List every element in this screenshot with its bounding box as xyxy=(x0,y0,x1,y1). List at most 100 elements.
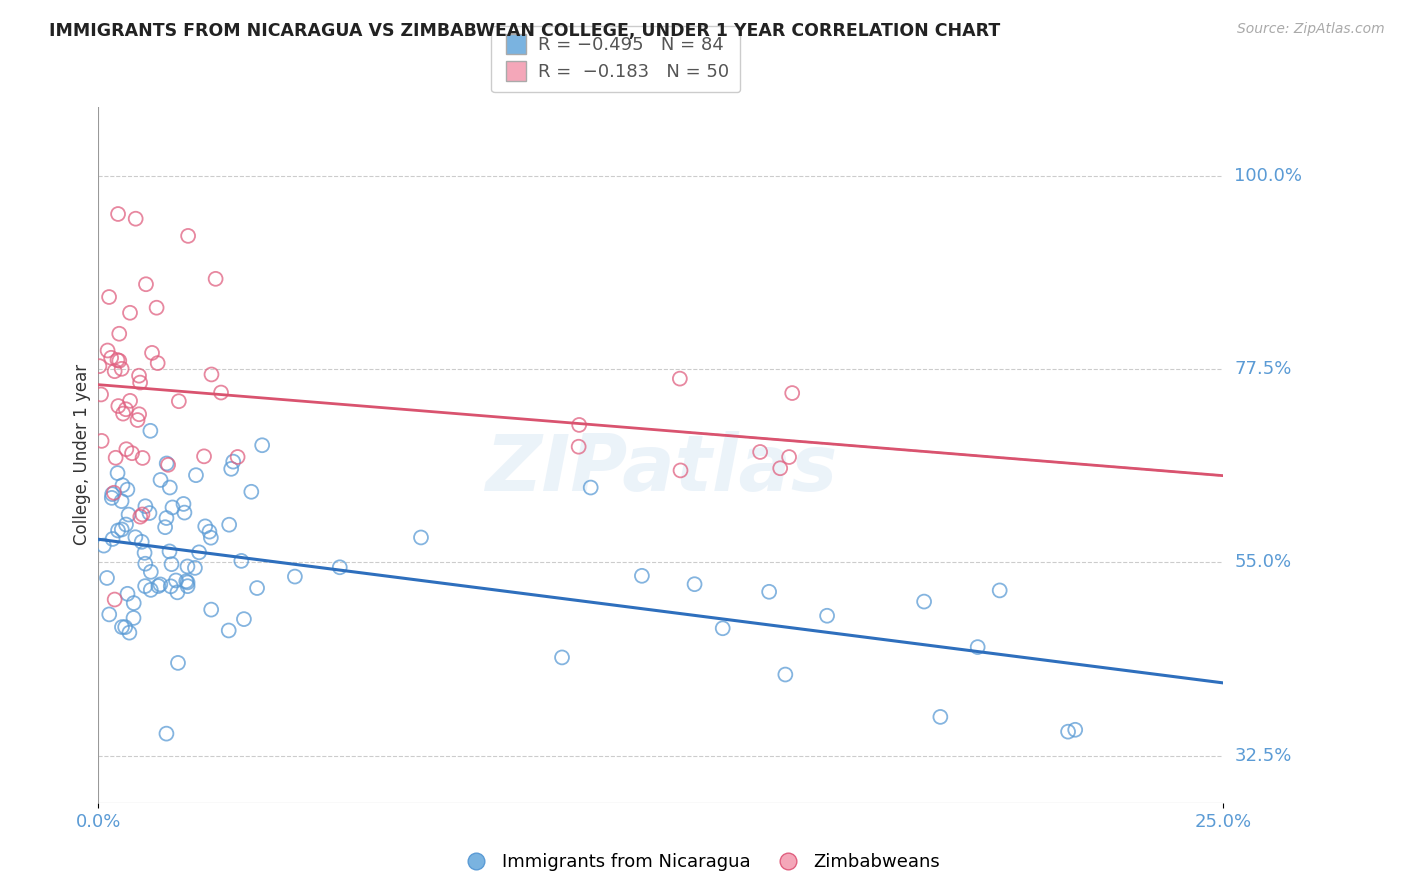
Point xyxy=(124,211,146,226)
Point xyxy=(131,534,153,549)
Point xyxy=(219,462,242,476)
Text: 55.0%: 55.0% xyxy=(1234,553,1292,571)
Point xyxy=(134,500,156,514)
Point xyxy=(111,361,134,376)
Point xyxy=(97,343,120,358)
Point xyxy=(157,458,180,472)
Point xyxy=(104,450,127,465)
Point xyxy=(780,386,803,401)
Point xyxy=(107,207,129,221)
Point xyxy=(815,608,838,623)
Point xyxy=(173,506,195,520)
Point xyxy=(101,532,124,546)
Point xyxy=(568,417,591,432)
Text: IMMIGRANTS FROM NICARAGUA VS ZIMBABWEAN COLLEGE, UNDER 1 YEAR CORRELATION CHART: IMMIGRANTS FROM NICARAGUA VS ZIMBABWEAN … xyxy=(49,22,1001,40)
Point xyxy=(111,478,134,492)
Point xyxy=(209,385,232,400)
Point xyxy=(160,557,183,571)
Point xyxy=(250,438,273,452)
Legend: Immigrants from Nicaragua, Zimbabweans: Immigrants from Nicaragua, Zimbabweans xyxy=(458,847,948,879)
Point xyxy=(149,473,172,487)
Point xyxy=(240,484,263,499)
Point xyxy=(165,574,187,588)
Point xyxy=(107,399,129,413)
Point xyxy=(107,466,129,480)
Point xyxy=(141,346,163,360)
Point xyxy=(177,228,200,243)
Point xyxy=(111,523,134,537)
Point xyxy=(284,569,307,583)
Point xyxy=(149,577,172,591)
Point xyxy=(104,364,127,378)
Point xyxy=(1064,723,1087,737)
Point xyxy=(155,511,177,525)
Point xyxy=(117,483,139,497)
Point xyxy=(139,424,162,438)
Point xyxy=(118,306,141,320)
Point xyxy=(148,579,170,593)
Text: Source: ZipAtlas.com: Source: ZipAtlas.com xyxy=(1237,22,1385,37)
Point xyxy=(156,457,179,471)
Point xyxy=(90,387,112,401)
Point xyxy=(104,592,127,607)
Point xyxy=(775,667,797,681)
Point xyxy=(568,440,591,454)
Point xyxy=(117,508,139,522)
Point xyxy=(188,545,211,559)
Point xyxy=(167,394,190,409)
Point xyxy=(129,509,152,524)
Point xyxy=(173,497,195,511)
Point xyxy=(232,612,254,626)
Point xyxy=(139,565,162,579)
Point xyxy=(118,625,141,640)
Point xyxy=(108,326,131,341)
Point xyxy=(749,445,772,459)
Point xyxy=(579,481,602,495)
Point xyxy=(131,508,153,522)
Point xyxy=(145,301,167,315)
Point xyxy=(90,434,112,448)
Point xyxy=(193,450,215,464)
Point xyxy=(114,620,136,634)
Text: 100.0%: 100.0% xyxy=(1234,167,1302,185)
Point xyxy=(200,368,222,382)
Point xyxy=(159,579,181,593)
Point xyxy=(101,487,124,501)
Point xyxy=(162,500,184,515)
Point xyxy=(194,519,217,533)
Point xyxy=(912,594,935,608)
Point xyxy=(122,611,145,625)
Text: 32.5%: 32.5% xyxy=(1234,747,1292,764)
Text: ZIPatlas: ZIPatlas xyxy=(485,431,837,507)
Point xyxy=(115,442,138,457)
Point xyxy=(129,376,152,390)
Legend: R = −0.495   N = 84, R =  −0.183   N = 50: R = −0.495 N = 84, R = −0.183 N = 50 xyxy=(491,26,741,92)
Point xyxy=(758,584,780,599)
Point xyxy=(122,596,145,610)
Point xyxy=(204,272,226,286)
Point xyxy=(166,585,188,599)
Point xyxy=(246,581,269,595)
Point xyxy=(184,561,207,575)
Point xyxy=(222,455,245,469)
Point xyxy=(111,620,134,634)
Point xyxy=(120,393,142,408)
Point xyxy=(98,607,121,622)
Point xyxy=(89,359,111,373)
Point xyxy=(200,602,222,616)
Point xyxy=(231,554,253,568)
Point xyxy=(329,560,352,574)
Point xyxy=(108,353,131,368)
Point xyxy=(218,517,240,532)
Point xyxy=(778,450,800,464)
Point xyxy=(988,583,1011,598)
Point xyxy=(121,446,143,460)
Point xyxy=(159,544,181,558)
Point xyxy=(669,371,692,385)
Point xyxy=(669,463,692,477)
Point xyxy=(155,726,177,740)
Point xyxy=(96,571,118,585)
Point xyxy=(218,624,240,638)
Point xyxy=(110,494,132,508)
Point xyxy=(107,524,129,538)
